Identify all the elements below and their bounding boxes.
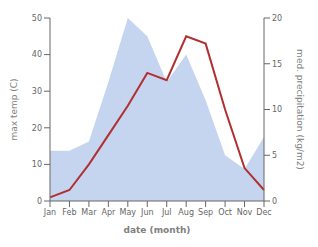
svg-text:date (month): date (month) xyxy=(124,225,191,235)
svg-text:30: 30 xyxy=(32,87,42,96)
svg-text:Jan: Jan xyxy=(43,208,56,217)
svg-text:Dec: Dec xyxy=(256,208,271,217)
svg-text:50: 50 xyxy=(32,14,42,23)
svg-text:Oct: Oct xyxy=(218,208,232,217)
svg-text:20: 20 xyxy=(272,14,282,23)
svg-text:10: 10 xyxy=(272,105,282,114)
svg-text:Aug: Aug xyxy=(178,208,194,217)
svg-text:med. precipitation (kg/m2): med. precipitation (kg/m2) xyxy=(295,49,305,170)
svg-text:May: May xyxy=(120,208,137,217)
svg-text:10: 10 xyxy=(32,160,42,169)
svg-text:15: 15 xyxy=(272,60,282,69)
svg-text:Jul: Jul xyxy=(161,208,172,217)
svg-text:0: 0 xyxy=(37,197,42,206)
svg-text:40: 40 xyxy=(32,50,42,59)
svg-text:Mar: Mar xyxy=(81,208,97,217)
svg-text:Feb: Feb xyxy=(62,208,76,217)
svg-text:0: 0 xyxy=(272,197,277,206)
svg-text:Jun: Jun xyxy=(140,208,154,217)
svg-text:5: 5 xyxy=(272,151,277,160)
svg-text:Nov: Nov xyxy=(237,208,253,217)
svg-text:Sep: Sep xyxy=(198,208,213,217)
svg-text:20: 20 xyxy=(32,124,42,133)
svg-text:Apr: Apr xyxy=(101,208,116,217)
svg-text:max temp (C): max temp (C) xyxy=(9,78,19,140)
